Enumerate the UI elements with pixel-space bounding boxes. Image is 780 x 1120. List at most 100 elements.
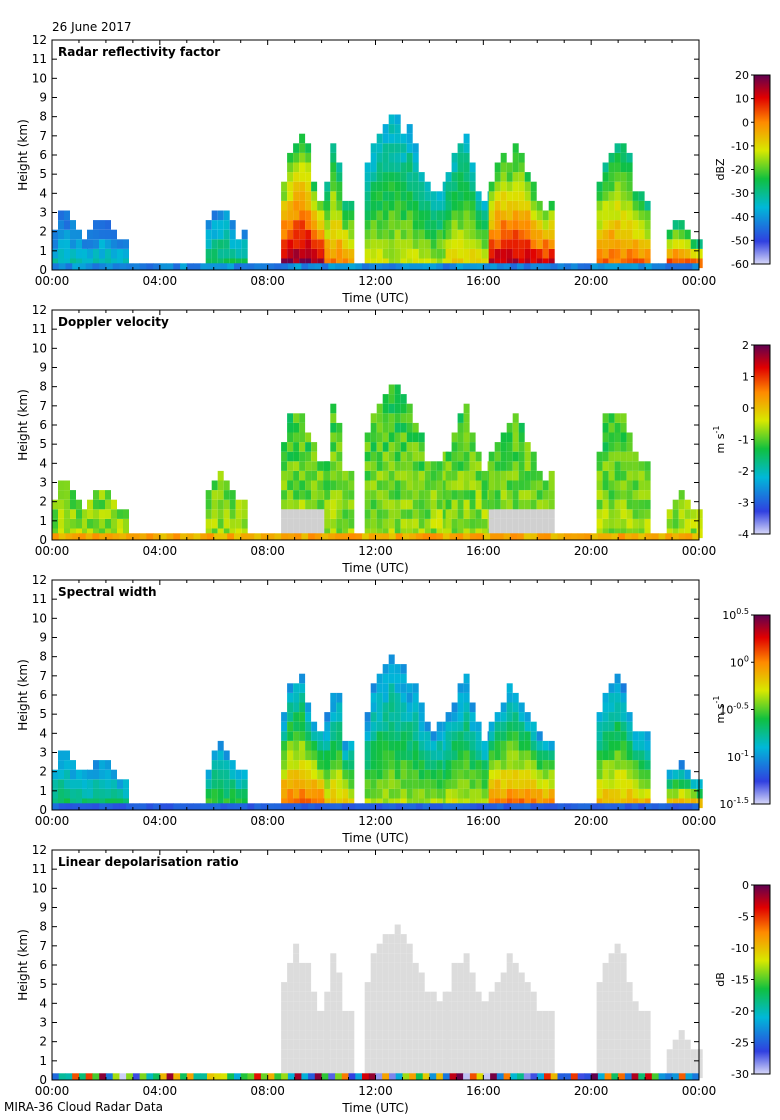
echo-cell: [424, 509, 431, 519]
clutter-cell: [409, 1073, 417, 1080]
echo-cell: [400, 982, 407, 992]
echo-cell: [394, 143, 401, 153]
echo-cell: [451, 432, 458, 443]
echo-cell: [684, 518, 691, 529]
echo-cell: [281, 760, 288, 770]
echo-cell: [382, 162, 389, 173]
echo-cell: [632, 779, 639, 789]
echo-cell: [281, 210, 288, 221]
echo-cell: [376, 982, 383, 992]
echo-cell: [638, 229, 645, 240]
echo-cell: [500, 181, 507, 192]
echo-cell: [626, 1020, 633, 1031]
clutter-cell: [483, 1073, 491, 1080]
colorbar-tick-label: -50: [731, 234, 749, 247]
echo-cell: [330, 229, 337, 240]
echo-cell: [400, 181, 407, 192]
clutter-cell: [341, 533, 349, 540]
echo-cell: [542, 1020, 549, 1031]
clutter-cell: [213, 1073, 221, 1080]
echo-cell: [336, 490, 343, 500]
echo-cell: [638, 731, 645, 741]
echo-cell: [388, 480, 395, 491]
echo-cell: [644, 480, 651, 491]
clutter-cell: [207, 803, 215, 810]
echo-cell: [424, 490, 431, 500]
echo-cell: [457, 152, 464, 163]
echo-cell: [451, 1058, 458, 1069]
echo-cell: [364, 518, 371, 529]
clutter-cell: [557, 803, 565, 810]
echo-cell: [394, 664, 401, 674]
echo-cell: [82, 779, 88, 789]
echo-cell: [512, 1058, 519, 1069]
echo-cell: [518, 1001, 525, 1011]
colorbar-tick-base: -4: [738, 528, 749, 541]
echo-cell: [632, 1058, 639, 1069]
echo-cell: [376, 480, 383, 491]
echo-cell: [626, 461, 633, 471]
echo-cell: [608, 769, 615, 780]
echo-cell: [518, 779, 525, 789]
echo-cell: [512, 712, 519, 722]
echo-cell: [364, 181, 371, 192]
clutter-cell: [314, 1073, 322, 1080]
echo-cell: [481, 788, 488, 799]
echo-cell: [412, 1020, 419, 1031]
echo-cell: [524, 239, 531, 249]
echo-cell: [608, 1058, 615, 1069]
echo-cell: [644, 518, 651, 529]
echo-cell: [626, 1058, 633, 1069]
echo-cell: [299, 673, 306, 684]
echo-cell: [217, 740, 224, 751]
echo-cell: [364, 470, 371, 481]
echo-cell: [370, 1030, 377, 1040]
echo-cell: [475, 1030, 482, 1040]
clutter-cell: [577, 263, 585, 270]
echo-cell: [229, 229, 236, 240]
echo-cell: [614, 712, 621, 722]
echo-cell: [293, 451, 300, 462]
echo-cell: [620, 1020, 627, 1031]
echo-cell: [457, 461, 464, 471]
echo-cell: [330, 490, 337, 500]
echo-cell: [324, 991, 331, 1002]
echo-cell: [602, 702, 609, 713]
echo-cell: [424, 229, 431, 240]
echo-cell: [536, 480, 543, 491]
echo-cell: [638, 740, 645, 751]
colorbar-gradient: [753, 344, 771, 535]
echo-cell: [457, 1020, 464, 1031]
echo-cell: [500, 162, 507, 173]
echo-cell: [481, 239, 488, 249]
echo-cell: [506, 760, 513, 770]
echo-cell: [445, 1020, 452, 1031]
echo-cell: [299, 499, 306, 510]
echo-cell: [400, 769, 407, 780]
echo-cell: [644, 220, 651, 230]
echo-cell: [608, 509, 615, 519]
colorbar-tick-label: -2: [738, 465, 749, 478]
clutter-cell: [227, 1073, 235, 1080]
echo-cell: [211, 518, 218, 529]
clutter-cell: [52, 533, 60, 540]
echo-cell: [475, 721, 482, 732]
echo-cell: [506, 731, 513, 741]
echo-cell: [105, 490, 111, 500]
colorbar-tick-base: 0: [742, 116, 749, 129]
echo-cell: [475, 1049, 482, 1059]
echo-cell: [469, 750, 476, 761]
echo-cell: [400, 1039, 407, 1050]
echo-cell: [305, 972, 312, 983]
echo-cell: [424, 1020, 431, 1031]
echo-cell: [608, 518, 615, 529]
echo-cell: [451, 991, 458, 1002]
clutter-cell: [254, 1073, 262, 1080]
clutter-cell: [139, 803, 147, 810]
echo-cell: [229, 239, 236, 249]
y-tick-label: 0: [39, 533, 47, 547]
clutter-cell: [685, 533, 693, 540]
echo-cell: [370, 248, 377, 259]
echo-cell: [311, 731, 318, 741]
echo-cell: [524, 1010, 531, 1021]
